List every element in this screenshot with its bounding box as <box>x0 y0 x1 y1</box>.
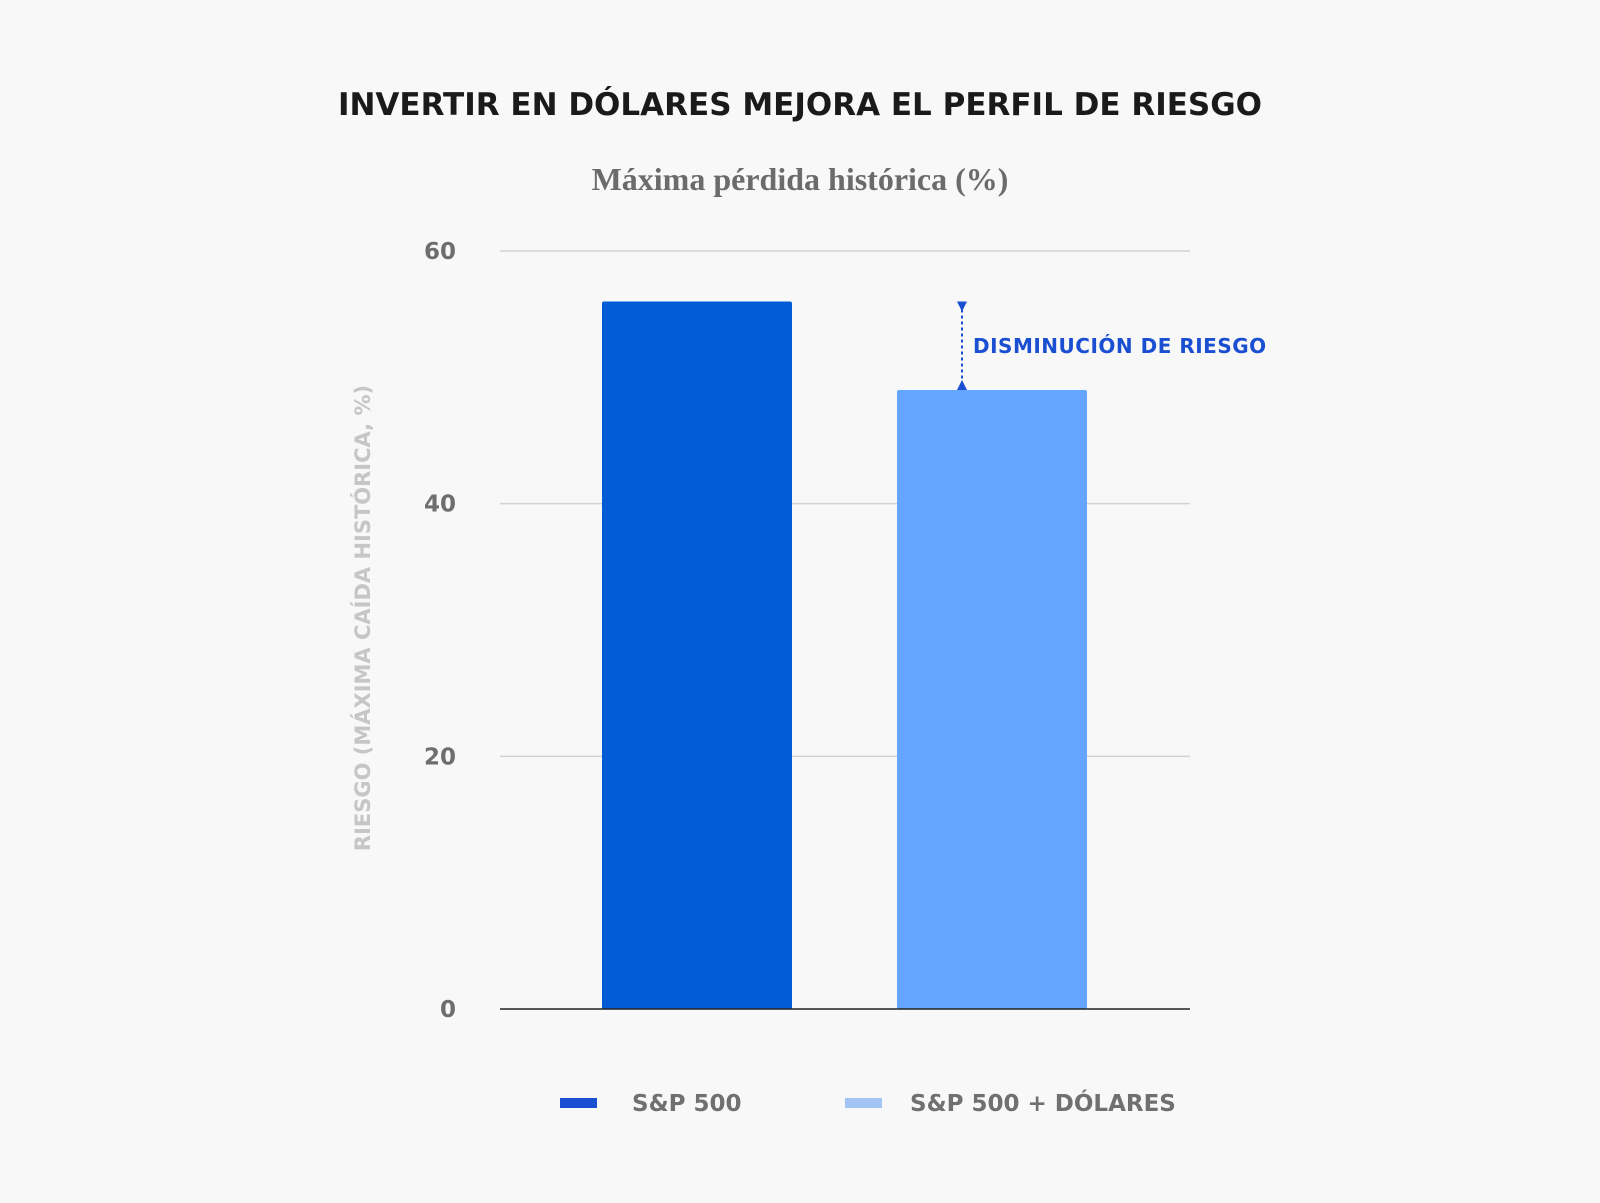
bar-sp500 <box>602 301 792 1009</box>
bar-sp500-dolares <box>897 389 1087 1009</box>
y-tick-label: 20 <box>424 744 456 770</box>
legend-swatch <box>845 1098 882 1108</box>
arrow-up-icon <box>957 379 967 390</box>
chart-subtitle: Máxima pérdida histórica (%) <box>592 161 1009 197</box>
legend-swatch <box>560 1098 597 1108</box>
y-axis-label: RIESGO (MÁXIMA CAÍDA HISTÓRICA, %) <box>350 385 375 851</box>
legend-item: S&P 500 + DÓLARES <box>845 1089 1176 1117</box>
legend: S&P 500 S&P 500 + DÓLARES <box>560 1089 1176 1117</box>
legend-label: S&P 500 <box>632 1091 742 1117</box>
risk-reduction-annotation: DISMINUCIÓN DE RIESGO <box>957 301 1267 390</box>
arrow-down-icon <box>957 301 967 312</box>
chart-title: INVERTIR EN DÓLARES MEJORA EL PERFIL DE … <box>338 86 1262 123</box>
bars <box>602 301 1087 1009</box>
legend-item: S&P 500 <box>560 1091 742 1117</box>
annotation-label: DISMINUCIÓN DE RIESGO <box>973 334 1267 358</box>
y-tick-label: 60 <box>424 239 456 265</box>
y-tick-label: 40 <box>424 492 456 518</box>
y-tick-label: 0 <box>440 997 456 1023</box>
y-axis-ticks: 0 20 40 60 <box>424 239 456 1023</box>
legend-label: S&P 500 + DÓLARES <box>910 1089 1176 1117</box>
